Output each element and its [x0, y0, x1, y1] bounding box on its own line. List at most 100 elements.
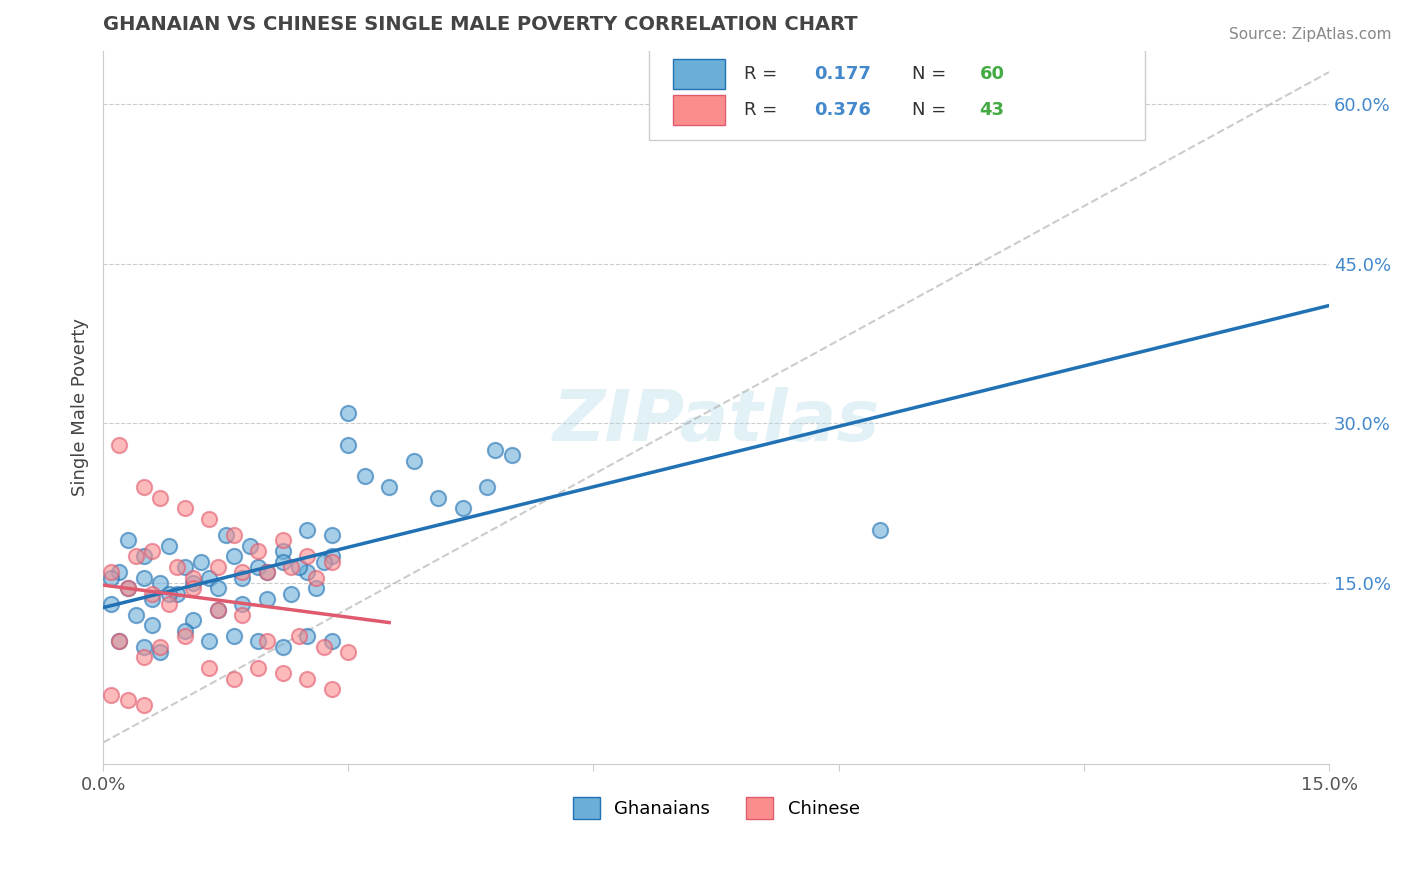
Point	[117, 581, 139, 595]
Point	[132, 640, 155, 654]
Point	[198, 661, 221, 675]
Point	[157, 597, 180, 611]
Point	[132, 480, 155, 494]
Point	[222, 672, 245, 686]
Point	[149, 491, 172, 505]
FancyBboxPatch shape	[648, 44, 1144, 140]
Point	[166, 560, 188, 574]
Point	[173, 629, 195, 643]
Point	[141, 544, 163, 558]
Point	[132, 698, 155, 713]
Text: ZIPatlas: ZIPatlas	[553, 387, 880, 456]
Point	[117, 581, 139, 595]
Point	[100, 566, 122, 580]
Point	[198, 571, 221, 585]
Text: 60: 60	[980, 65, 1005, 83]
Point	[222, 549, 245, 564]
Point	[108, 566, 131, 580]
Point	[231, 607, 253, 622]
Y-axis label: Single Male Poverty: Single Male Poverty	[72, 318, 89, 496]
Point	[207, 602, 229, 616]
Point	[247, 560, 270, 574]
Point	[100, 571, 122, 585]
FancyBboxPatch shape	[673, 95, 724, 125]
Text: 43: 43	[980, 101, 1005, 119]
Point	[312, 555, 335, 569]
Text: GHANAIAN VS CHINESE SINGLE MALE POVERTY CORRELATION CHART: GHANAIAN VS CHINESE SINGLE MALE POVERTY …	[103, 15, 858, 34]
Point	[207, 602, 229, 616]
Point	[321, 634, 343, 648]
Point	[288, 629, 311, 643]
Point	[297, 672, 319, 686]
Point	[304, 581, 326, 595]
Point	[402, 453, 425, 467]
Point	[312, 640, 335, 654]
Point	[256, 566, 278, 580]
Point	[149, 640, 172, 654]
Point	[321, 682, 343, 697]
Point	[256, 566, 278, 580]
Point	[271, 640, 294, 654]
Point	[198, 512, 221, 526]
Point	[271, 544, 294, 558]
Point	[141, 586, 163, 600]
Point	[132, 571, 155, 585]
Point	[222, 629, 245, 643]
Point	[271, 666, 294, 681]
Point	[198, 634, 221, 648]
Point	[132, 549, 155, 564]
Text: Source: ZipAtlas.com: Source: ZipAtlas.com	[1229, 27, 1392, 42]
FancyBboxPatch shape	[673, 60, 724, 89]
Point	[132, 650, 155, 665]
Point	[108, 634, 131, 648]
Point	[297, 523, 319, 537]
Point	[117, 693, 139, 707]
Point	[149, 575, 172, 590]
Text: 0.376: 0.376	[814, 101, 872, 119]
Point	[181, 613, 204, 627]
Point	[207, 560, 229, 574]
Point	[271, 555, 294, 569]
Text: R =: R =	[744, 101, 783, 119]
Point	[247, 544, 270, 558]
Point	[173, 501, 195, 516]
Point	[125, 549, 148, 564]
Point	[304, 571, 326, 585]
Point	[231, 597, 253, 611]
Point	[477, 480, 499, 494]
Point	[207, 581, 229, 595]
Point	[108, 437, 131, 451]
Point	[181, 575, 204, 590]
Point	[181, 571, 204, 585]
Point	[125, 607, 148, 622]
Point	[297, 629, 319, 643]
Point	[173, 560, 195, 574]
Point	[181, 581, 204, 595]
Point	[321, 549, 343, 564]
Point	[288, 560, 311, 574]
Point	[297, 549, 319, 564]
Point	[337, 645, 360, 659]
Point	[231, 566, 253, 580]
Point	[222, 528, 245, 542]
Point	[117, 533, 139, 548]
Point	[869, 523, 891, 537]
Point	[157, 539, 180, 553]
Point	[271, 533, 294, 548]
Point	[427, 491, 450, 505]
Point	[353, 469, 375, 483]
Point	[239, 539, 262, 553]
Text: N =: N =	[912, 65, 952, 83]
Point	[190, 555, 212, 569]
Point	[256, 634, 278, 648]
Point	[149, 645, 172, 659]
Point	[451, 501, 474, 516]
Point	[166, 586, 188, 600]
Point	[100, 597, 122, 611]
Point	[378, 480, 401, 494]
Point	[321, 528, 343, 542]
Point	[100, 688, 122, 702]
Point	[280, 586, 302, 600]
Point	[247, 661, 270, 675]
Point	[280, 560, 302, 574]
